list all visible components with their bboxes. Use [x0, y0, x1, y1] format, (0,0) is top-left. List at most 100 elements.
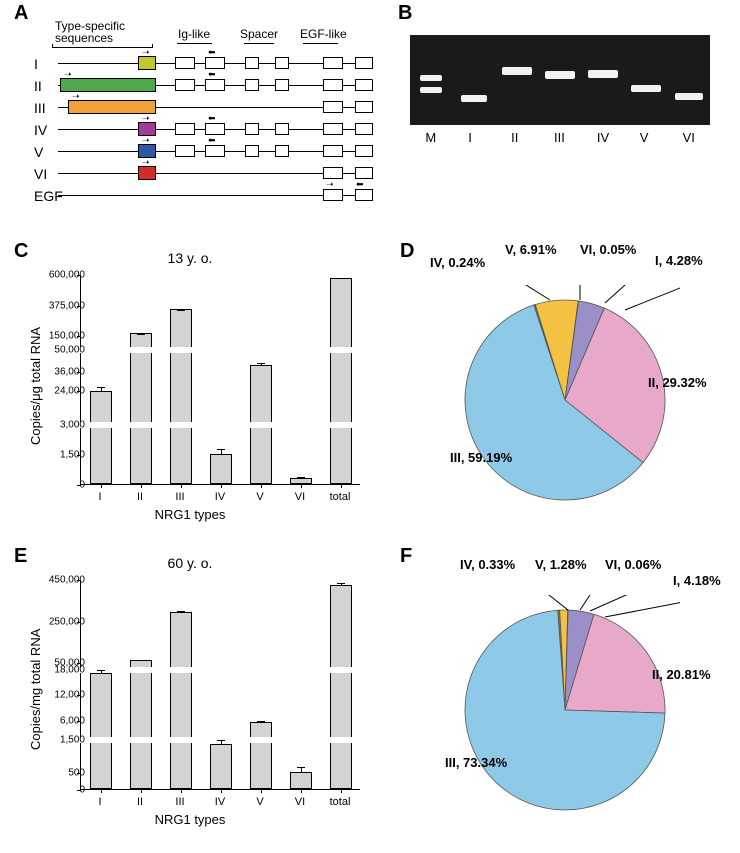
- pie-chart-f: IV, 0.33% V, 1.28% VI, 0.06% I, 4.18% II…: [395, 545, 735, 815]
- lane-label: IV: [597, 130, 609, 145]
- pie-f-label-i: I, 4.18%: [673, 573, 721, 588]
- pie-f-svg: [450, 595, 680, 825]
- exon: [175, 123, 195, 135]
- pie-d-label-vi: VI, 0.05%: [580, 242, 636, 257]
- exon: [205, 57, 225, 69]
- pie-chart-d: IV, 0.24% V, 6.91% VI, 0.05% I, 4.28% II…: [395, 235, 735, 505]
- xtick-label: I: [98, 796, 101, 808]
- bar: [210, 454, 232, 484]
- type-box: [68, 100, 156, 114]
- row-label: VI: [34, 166, 47, 182]
- pie-d-label-i: I, 4.28%: [655, 253, 703, 268]
- ytick-label: 450,000: [36, 575, 85, 586]
- bar: [210, 744, 232, 789]
- bar: [170, 349, 192, 424]
- exon: [323, 145, 343, 157]
- chart-c-title: 13 y. o.: [168, 250, 213, 266]
- xtick-label: V: [256, 796, 263, 808]
- pie-f-label-ii: II, 20.81%: [652, 667, 711, 682]
- exon: [275, 123, 289, 135]
- exon: [355, 167, 373, 179]
- gel-band: [675, 93, 703, 100]
- primer-arrow-icon: ➝: [142, 113, 150, 124]
- primer-arrow-icon: ➝: [72, 91, 80, 102]
- exon: [205, 145, 225, 157]
- exon: [275, 145, 289, 157]
- chart-e-xlabel: NRG1 types: [155, 812, 226, 827]
- bar-chart-e: 60 y. o. Copies/mg total RNA NRG1 types …: [10, 550, 370, 840]
- pie-d-label-v: V, 6.91%: [505, 242, 557, 257]
- type-box: [138, 122, 156, 136]
- schematic-row-I: I➝⬅: [30, 53, 370, 75]
- row-label: EGF: [34, 188, 63, 204]
- xtick-label: total: [330, 491, 351, 503]
- lane-label: M: [425, 130, 436, 145]
- primer-arrow-icon: ➝: [64, 69, 72, 80]
- gel-band: [420, 87, 442, 93]
- row-label: III: [34, 100, 46, 116]
- exon: [323, 79, 343, 91]
- xtick-label: VI: [295, 796, 305, 808]
- exon: [245, 79, 259, 91]
- xtick-label: IV: [215, 796, 225, 808]
- exon: [355, 123, 373, 135]
- gel-band: [461, 95, 487, 102]
- marker-200bp: 200 bp: [372, 71, 406, 83]
- schematic-row-V: V➝⬅: [30, 141, 370, 163]
- bar: [330, 424, 352, 484]
- primer-arrow-icon: ⬅: [208, 47, 216, 58]
- row-label: I: [34, 56, 38, 72]
- header-spacer: Spacer: [240, 27, 278, 41]
- bar: [90, 673, 112, 739]
- primer-arrow-icon: ⬅: [208, 69, 216, 80]
- xtick-label: II: [137, 796, 143, 808]
- lane-label: V: [640, 130, 649, 145]
- ytick-label: 1,500: [46, 450, 85, 461]
- bar: [130, 739, 152, 789]
- row-label: II: [34, 78, 42, 94]
- gel-band: [420, 75, 442, 81]
- bar: [170, 612, 192, 669]
- row-label: IV: [34, 122, 47, 138]
- xtick-label: I: [98, 491, 101, 503]
- pie-d-label-iv: IV, 0.24%: [430, 255, 485, 270]
- pie-d-label-ii: II, 29.32%: [648, 375, 707, 390]
- row-label: V: [34, 144, 43, 160]
- ytick-label: 50,000: [41, 345, 85, 356]
- ytick-label: 1,500: [46, 735, 85, 746]
- ytick-label: 50,000: [41, 658, 85, 669]
- marker-100bp: 100 bp: [372, 83, 406, 95]
- bar: [250, 365, 272, 424]
- pie-f-label-iv: IV, 0.33%: [460, 557, 515, 572]
- exon: [323, 167, 343, 179]
- bar: [130, 669, 152, 739]
- exon: [355, 57, 373, 69]
- exon: [323, 101, 343, 113]
- exon: [323, 189, 343, 201]
- gel-band: [631, 85, 661, 92]
- exon: [355, 145, 373, 157]
- gel-band: [545, 71, 575, 79]
- xtick-label: III: [175, 491, 184, 503]
- bar: [330, 669, 352, 739]
- ytick-label: 150,000: [36, 331, 85, 342]
- schematic-row-EGF: EGF➝⬅: [30, 185, 370, 207]
- bar: [130, 424, 152, 484]
- pie-f-label-v: V, 1.28%: [535, 557, 587, 572]
- exon: [175, 57, 195, 69]
- xtick-label: V: [256, 491, 263, 503]
- schematic-row-VI: VI➝: [30, 163, 370, 185]
- ytick-label: 600,000: [36, 270, 85, 281]
- exon: [355, 79, 373, 91]
- bar: [90, 391, 112, 425]
- chart-e-area: [80, 580, 360, 790]
- lane-label: III: [554, 130, 565, 145]
- gel-background: 200 bp 100 bp: [410, 35, 710, 125]
- header-ig: Ig-like: [178, 27, 210, 41]
- exon: [245, 145, 259, 157]
- ytick-label: 0: [67, 785, 85, 796]
- bar: [330, 585, 352, 669]
- gel-band: [588, 70, 618, 78]
- primer-arrow-icon: ⬅: [208, 113, 216, 124]
- bar: [250, 739, 272, 789]
